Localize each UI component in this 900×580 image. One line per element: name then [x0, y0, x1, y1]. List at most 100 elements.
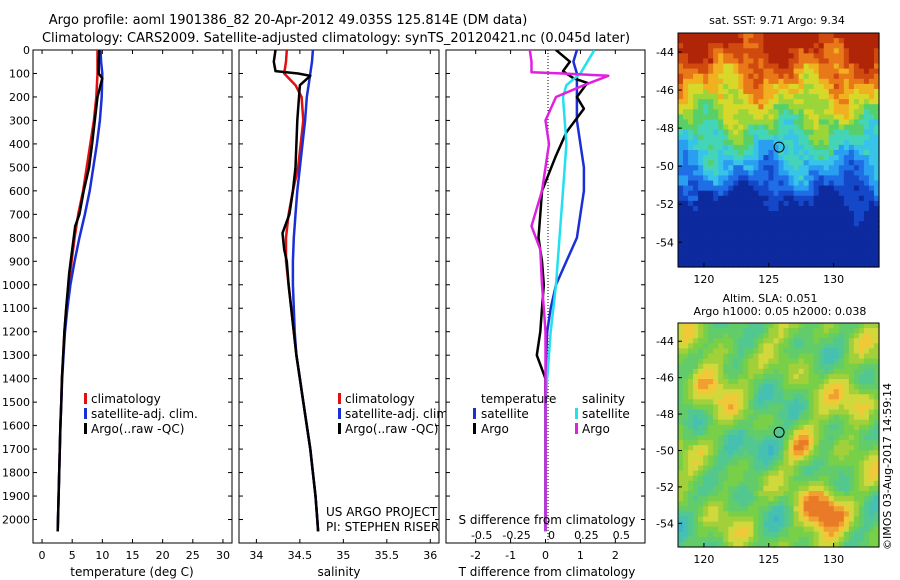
map-cell [783, 205, 790, 212]
map-cell [713, 261, 719, 268]
map-cell [708, 38, 714, 44]
map-cell [723, 236, 729, 243]
map-cell [793, 470, 800, 477]
map-cell [848, 144, 855, 151]
map-cell [818, 119, 825, 126]
map-cell [698, 450, 704, 456]
legend-label-argo: Argo(..raw -QC) [345, 422, 438, 436]
map-cell [833, 129, 840, 136]
sla-map-title: Altim. SLA: 0.051 [722, 292, 817, 305]
map-cell [768, 348, 775, 355]
map-cell [713, 48, 719, 54]
map-cell [843, 399, 850, 406]
map-cell [758, 150, 765, 156]
map-cell [813, 516, 820, 523]
map-cell [868, 399, 875, 406]
map-cell [803, 256, 810, 263]
map-cell [733, 195, 739, 202]
map-lat-label: -52 [656, 481, 674, 494]
map-cell [838, 251, 845, 258]
map-cell [823, 450, 830, 456]
map-cell [778, 236, 785, 243]
map-cell [833, 231, 840, 238]
map-cell [783, 440, 790, 446]
map-cell [868, 379, 875, 385]
map-cell [828, 73, 835, 80]
map-cell [728, 211, 734, 217]
map-cell [833, 333, 840, 339]
map-cell [708, 333, 714, 339]
depth-tick-label: 1700 [2, 443, 30, 456]
map-cell [678, 536, 684, 543]
map-cell [813, 343, 820, 350]
map-cell [688, 155, 694, 161]
map-cell [828, 526, 835, 533]
map-cell [743, 450, 749, 456]
legend-title-salinity: salinity [582, 392, 625, 406]
map-cell [718, 231, 724, 238]
map-cell [793, 195, 800, 202]
map-cell [768, 455, 775, 462]
map-cell [733, 190, 739, 197]
map-cell [833, 470, 840, 477]
map-cell [688, 501, 694, 507]
map-cell [748, 460, 754, 467]
map-cell [788, 216, 795, 222]
map-cell [783, 323, 790, 329]
map-cell [858, 435, 865, 441]
map-cell [713, 200, 719, 207]
map-cell [688, 348, 694, 355]
map-cell [763, 353, 770, 360]
map-cell [708, 246, 714, 253]
map-cell [818, 333, 825, 339]
map-cell [693, 38, 699, 44]
map-cell [703, 516, 709, 523]
map-cell [768, 246, 775, 253]
map-cell [823, 58, 830, 65]
map-cell [818, 368, 825, 375]
map-cell [853, 68, 860, 75]
map-cell [813, 429, 820, 436]
map-cell [873, 83, 880, 90]
map-cell [723, 363, 729, 370]
map-cell [833, 211, 840, 217]
map-cell [748, 480, 754, 487]
map-cell [873, 531, 880, 538]
map-cell [788, 465, 795, 472]
map-cell [818, 231, 825, 238]
map-cell [813, 445, 820, 451]
map-cell [758, 424, 765, 431]
map-cell [713, 358, 719, 365]
map-cell [808, 119, 815, 126]
map-cell [748, 379, 754, 385]
map-cell [838, 485, 845, 492]
map-cell [793, 211, 800, 217]
map-cell [768, 440, 775, 446]
map-cell [868, 450, 875, 456]
map-cell [758, 455, 765, 462]
map-cell [768, 384, 775, 390]
map-cell [678, 78, 684, 85]
map-cell [718, 48, 724, 54]
map-cell [873, 73, 880, 80]
map-cell [758, 485, 765, 492]
map-cell [743, 48, 749, 54]
map-cell [693, 231, 699, 238]
map-cell [748, 139, 754, 146]
map-cell [808, 511, 815, 518]
map-cell [713, 211, 719, 217]
map-cell [803, 358, 810, 365]
map-cell [713, 419, 719, 426]
map-cell [833, 99, 840, 105]
map-cell [843, 373, 850, 380]
map-cell [873, 68, 880, 75]
map-cell [763, 373, 770, 380]
map-cell [848, 104, 855, 110]
map-cell [828, 246, 835, 253]
map-cell [768, 414, 775, 421]
map-cell [708, 211, 714, 217]
map-cell [763, 435, 770, 441]
map-cell [703, 205, 709, 212]
map-cell [853, 58, 860, 65]
map-cell [708, 251, 714, 258]
